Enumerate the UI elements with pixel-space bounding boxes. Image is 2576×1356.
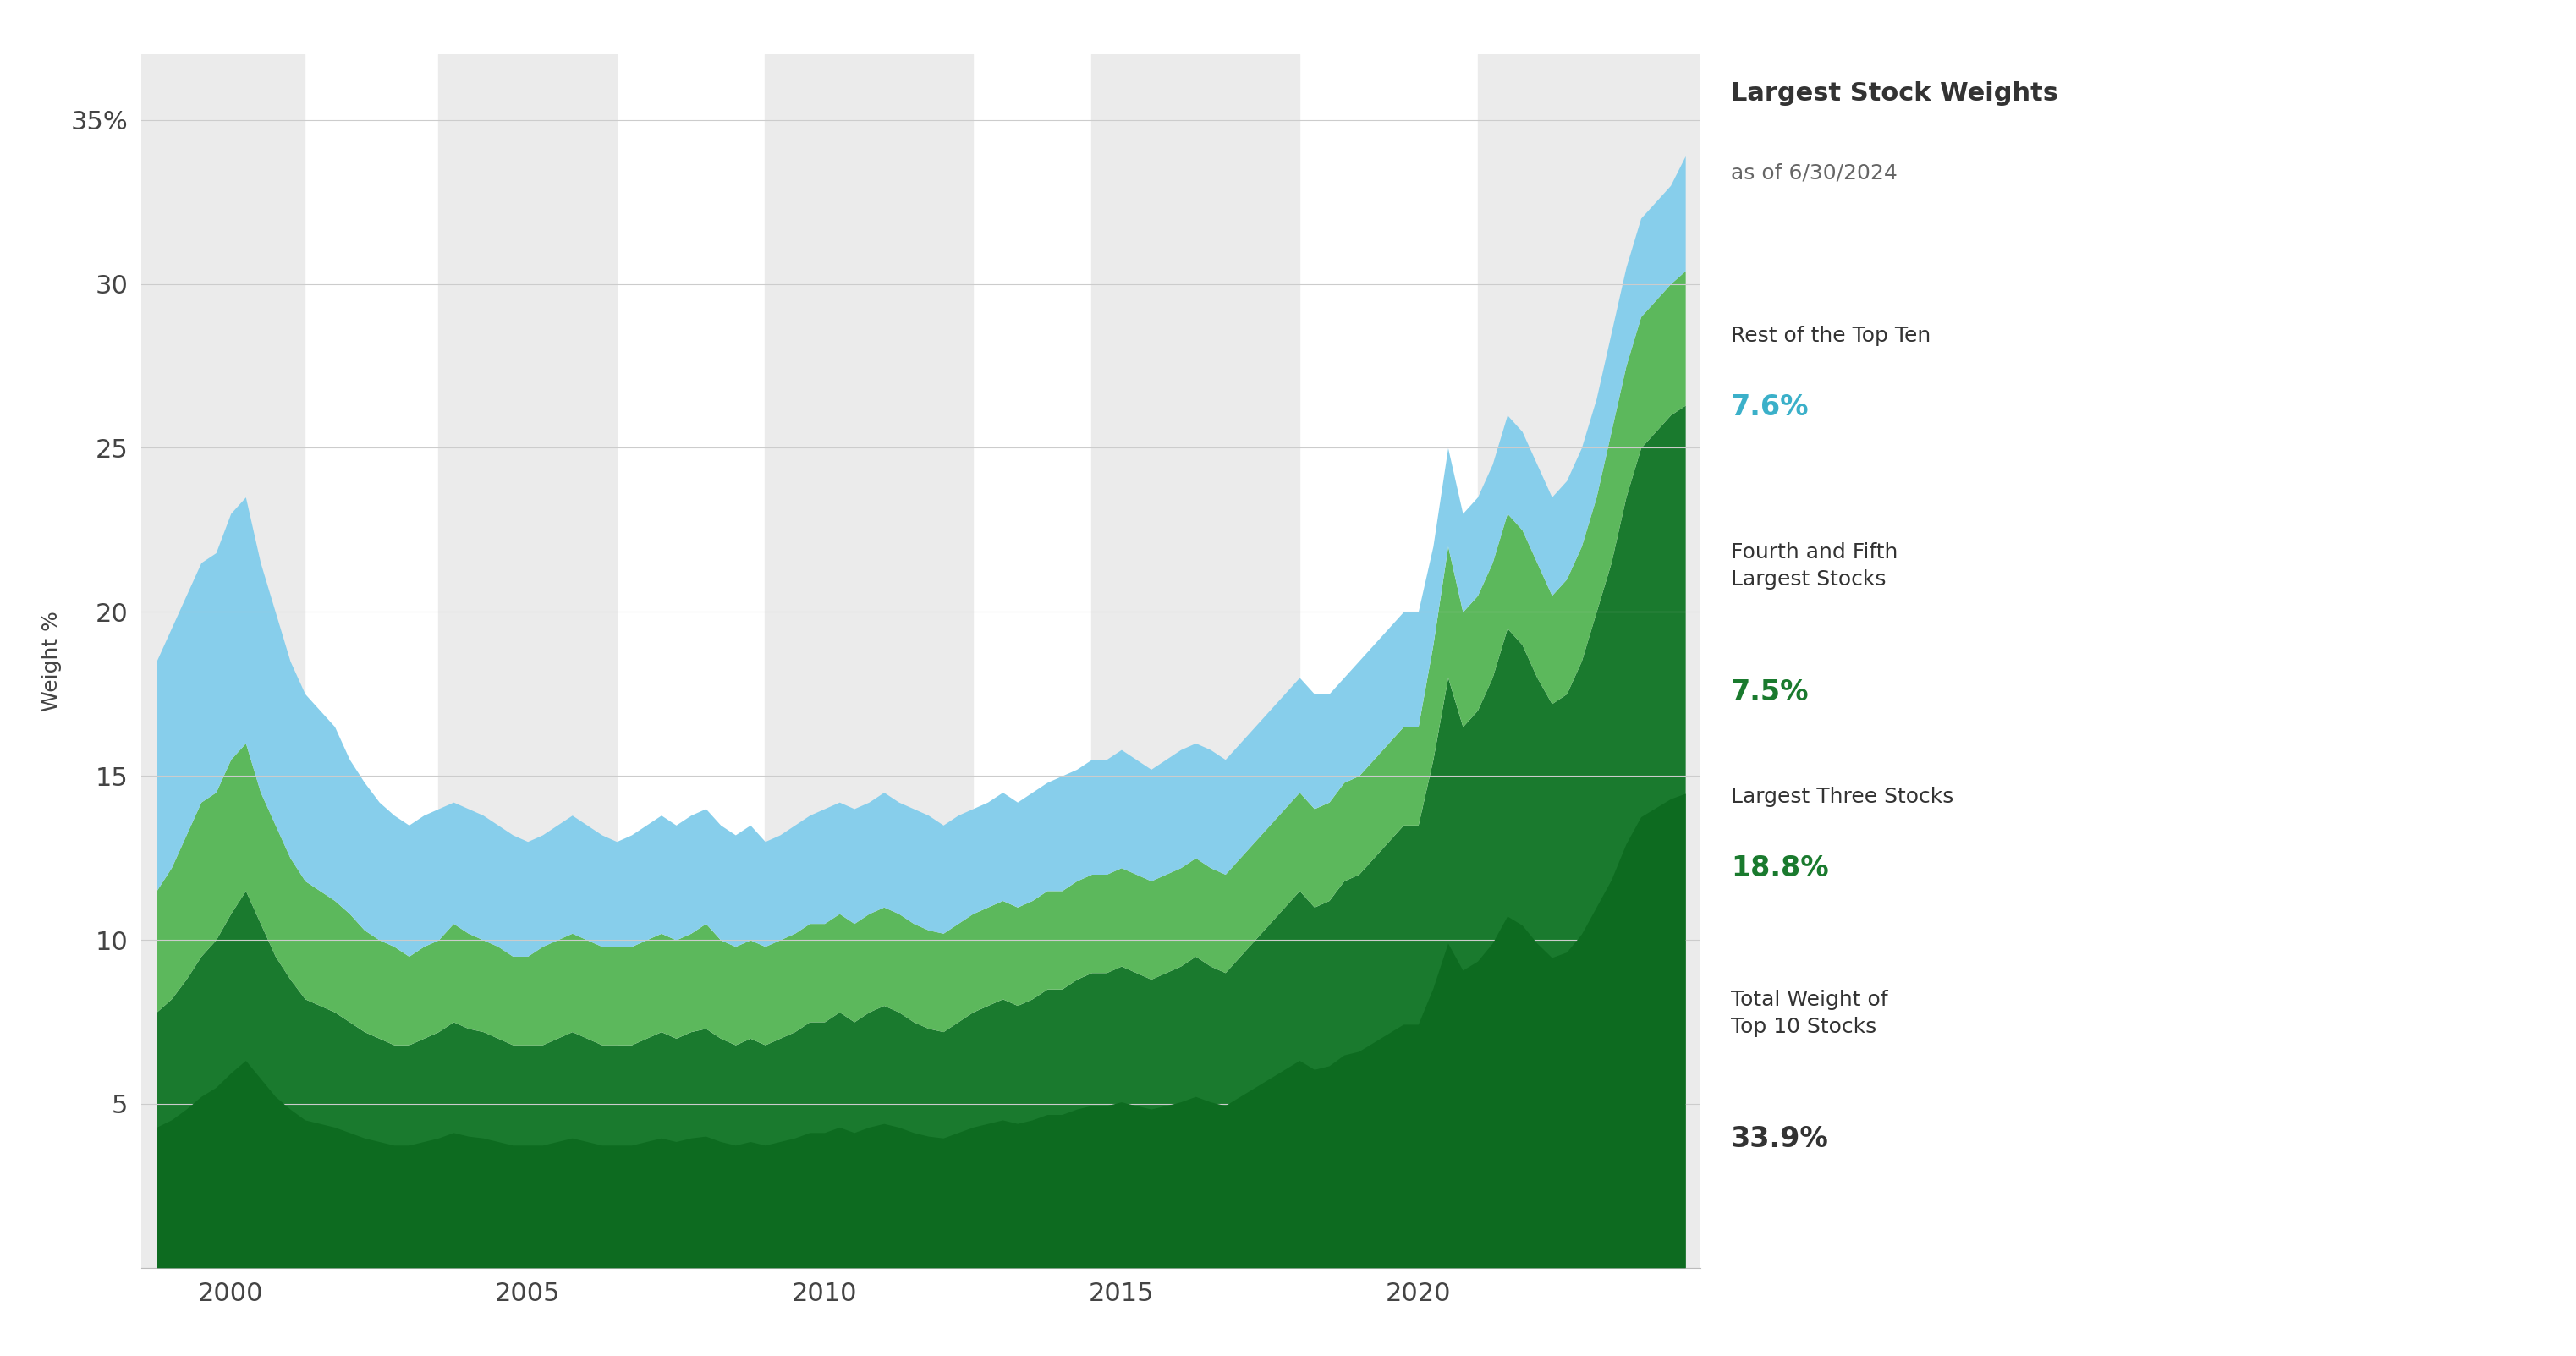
Text: Fourth and Fifth
Largest Stocks: Fourth and Fifth Largest Stocks [1731, 542, 1899, 590]
Text: 18.8%: 18.8% [1731, 854, 1829, 883]
Text: Rest of the Top Ten: Rest of the Top Ten [1731, 325, 1932, 346]
Bar [438, 54, 616, 1268]
Text: 7.5%: 7.5% [1731, 678, 1808, 706]
Bar [1479, 54, 1700, 1268]
Text: as of 6/30/2024: as of 6/30/2024 [1731, 163, 1899, 183]
Text: Largest Three Stocks: Largest Three Stocks [1731, 786, 1953, 807]
Bar [142, 54, 304, 1268]
Text: 33.9%: 33.9% [1731, 1125, 1829, 1154]
Y-axis label: Weight %: Weight % [41, 610, 62, 712]
Text: Total Weight of
Top 10 Stocks: Total Weight of Top 10 Stocks [1731, 990, 1888, 1037]
Text: 7.6%: 7.6% [1731, 393, 1808, 422]
Bar [765, 54, 974, 1268]
Bar [1092, 54, 1298, 1268]
Text: Largest Stock Weights: Largest Stock Weights [1731, 81, 2058, 106]
